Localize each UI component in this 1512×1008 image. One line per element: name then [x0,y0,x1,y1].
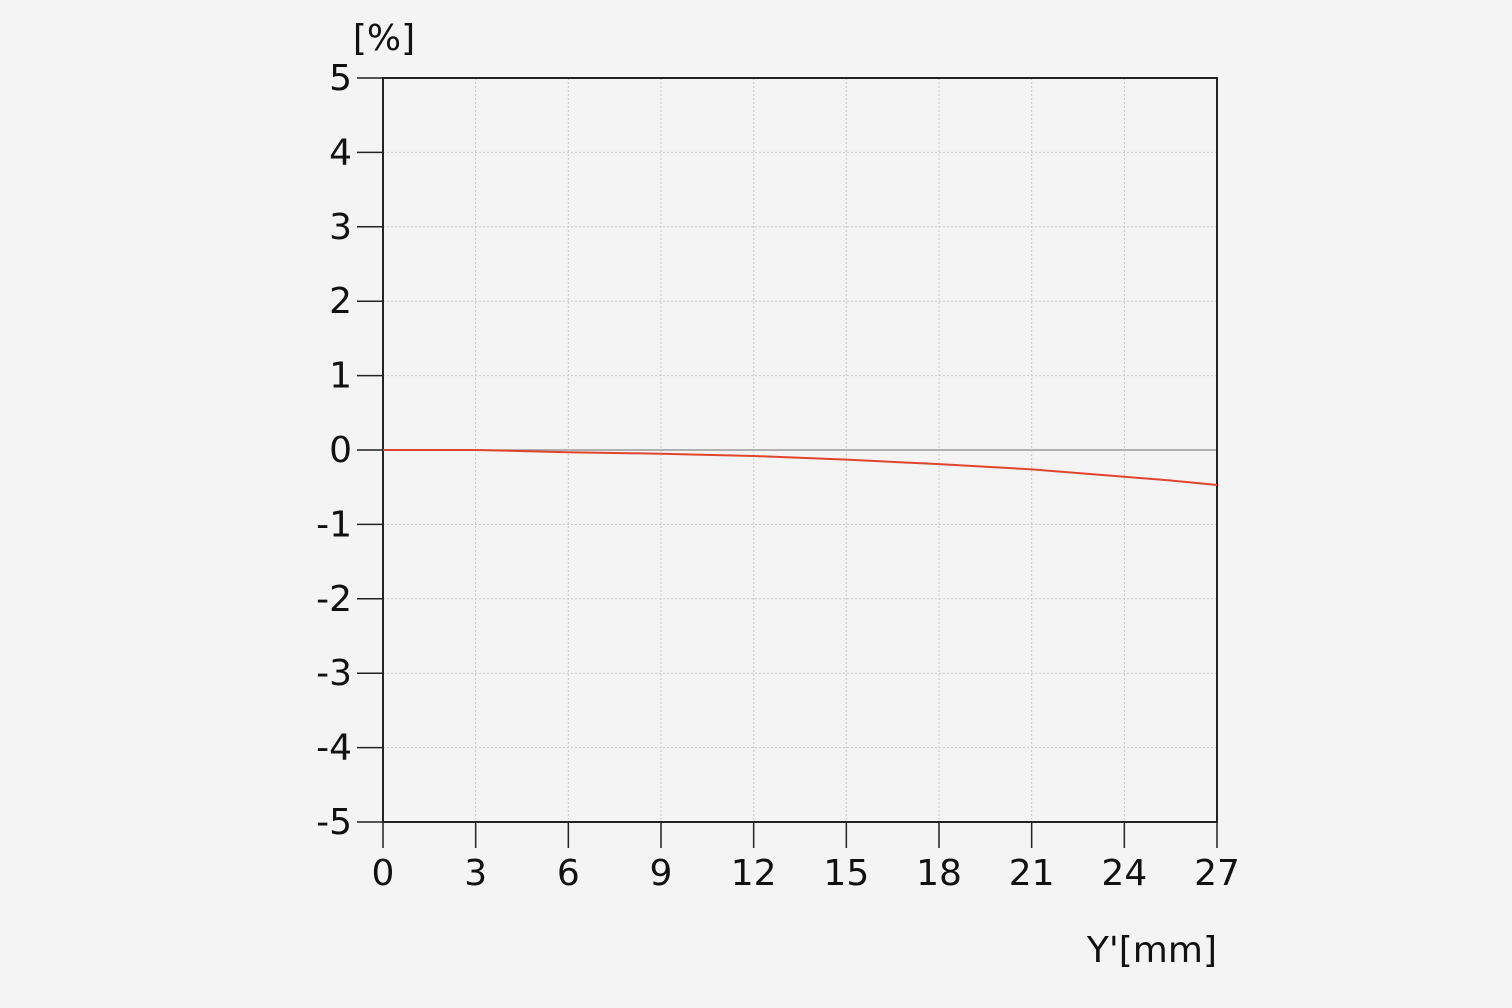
x-tick-label: 9 [650,853,673,894]
y-tick-label: -5 [316,802,352,843]
x-tick-label: 18 [916,853,962,894]
y-tick-label: 4 [329,132,352,173]
y-axis-label: [%] [353,18,415,59]
y-tick-label: -1 [316,504,352,545]
x-tick-label: 27 [1194,853,1240,894]
y-tick-label: -2 [316,579,352,620]
x-tick-label: 0 [372,853,395,894]
y-tick-label: -3 [316,653,352,694]
x-tick-label: 24 [1101,853,1147,894]
y-tick-label: -4 [316,728,352,769]
data-line [383,449,1218,486]
y-tick-label: 0 [329,430,352,471]
y-tick-label: 5 [329,58,352,99]
x-tick-label: 12 [731,853,777,894]
y-tick-label: 3 [329,207,352,248]
x-tick-label: 3 [464,853,487,894]
x-axis-label: Y'[mm] [1086,930,1217,971]
x-tick-label: 15 [823,853,869,894]
x-tick-label: 6 [557,853,580,894]
x-tick-label: 21 [1009,853,1055,894]
y-tick-label: 1 [329,356,352,397]
y-tick-label: 2 [329,281,352,322]
